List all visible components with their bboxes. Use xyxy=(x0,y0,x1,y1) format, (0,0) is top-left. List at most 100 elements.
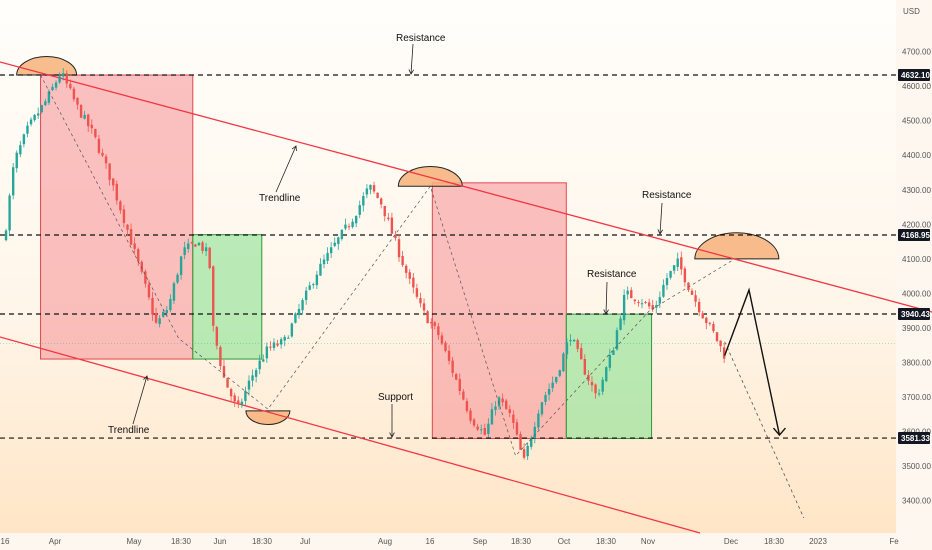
candle-body xyxy=(419,298,422,304)
forecast-path xyxy=(723,287,781,436)
candle xyxy=(312,282,315,289)
candle xyxy=(715,332,719,343)
pointer-line-5 xyxy=(132,375,148,425)
y-tick-label: 4500.00 xyxy=(902,117,931,126)
annotation-trendline-lower: Trendline xyxy=(108,425,150,436)
candle xyxy=(115,180,118,205)
candle xyxy=(90,119,93,134)
candle-body xyxy=(483,428,486,435)
candle xyxy=(197,241,201,246)
x-tick-label: Nov xyxy=(641,537,655,546)
candle-body xyxy=(680,257,683,270)
candle xyxy=(19,140,22,158)
y-tick-label: 3700.00 xyxy=(902,393,931,402)
pointer-head-5 xyxy=(143,375,149,381)
price-label-box xyxy=(898,69,930,82)
y-tick-label: 3500.00 xyxy=(902,462,931,471)
candle xyxy=(72,86,76,102)
candle-body xyxy=(544,395,547,402)
candle-body xyxy=(204,247,208,252)
pointer-line-2 xyxy=(659,202,663,235)
candle xyxy=(162,308,165,318)
candle-body xyxy=(33,114,36,121)
pointer-head-2 xyxy=(657,229,664,235)
candle xyxy=(544,391,547,406)
candle xyxy=(505,398,508,410)
candle-body xyxy=(83,114,86,119)
candle xyxy=(537,409,540,431)
candle xyxy=(547,383,551,401)
candle xyxy=(612,347,615,355)
candle xyxy=(458,373,461,395)
candle xyxy=(351,218,354,229)
candle xyxy=(465,398,469,414)
candle xyxy=(708,321,712,326)
annotation-resistance-mid: Resistance xyxy=(587,269,637,280)
candle-body xyxy=(229,389,233,397)
candle xyxy=(651,299,654,312)
candle xyxy=(76,97,79,110)
candle xyxy=(87,113,90,132)
candle-body xyxy=(630,290,633,299)
candle xyxy=(690,288,694,295)
candle xyxy=(394,230,397,241)
candle xyxy=(8,193,11,236)
candle xyxy=(322,254,326,269)
candle xyxy=(58,72,61,84)
candle xyxy=(244,386,247,405)
candle xyxy=(329,241,333,259)
candle-body xyxy=(608,354,612,368)
candle xyxy=(530,435,533,450)
candle xyxy=(287,335,290,339)
candle-body xyxy=(722,347,726,359)
candle-body xyxy=(169,299,172,311)
candle xyxy=(29,117,33,127)
candle-body xyxy=(565,342,569,355)
candle-body xyxy=(665,278,669,286)
candle-body xyxy=(333,242,336,246)
candle-body xyxy=(526,445,529,457)
candle-body xyxy=(705,317,708,324)
candle-body xyxy=(40,105,43,113)
candle xyxy=(637,299,640,307)
x-tick-label: May xyxy=(126,537,141,546)
candle xyxy=(701,310,704,319)
candle xyxy=(494,401,497,416)
candle-body xyxy=(312,284,315,286)
price-label-box xyxy=(898,307,930,320)
candle-body xyxy=(122,209,126,224)
candle xyxy=(412,272,415,294)
candle xyxy=(608,348,612,372)
candle xyxy=(658,291,662,309)
candle-body xyxy=(226,378,229,388)
candle-body xyxy=(622,294,626,321)
candle-body xyxy=(690,290,694,295)
candle-body xyxy=(501,398,504,403)
candle-body xyxy=(683,268,687,283)
candle-body xyxy=(154,313,158,323)
candle-body xyxy=(369,184,372,190)
x-tick-label: Dec xyxy=(724,537,738,546)
candle xyxy=(272,338,276,351)
candle xyxy=(69,79,72,90)
x-tick-label: 2023 xyxy=(809,537,827,546)
candle-body xyxy=(633,299,637,302)
x-tick-label: 18:30 xyxy=(171,537,192,546)
candle-body xyxy=(147,284,151,298)
candle xyxy=(254,367,258,383)
y-tick-label: 3400.00 xyxy=(902,497,931,506)
candle xyxy=(333,237,336,248)
candle-body xyxy=(383,205,386,217)
candle-body xyxy=(387,217,390,220)
candle xyxy=(258,354,261,375)
candle xyxy=(358,200,361,219)
candle-body xyxy=(126,224,129,230)
candle-body xyxy=(533,426,537,439)
candle xyxy=(36,107,40,120)
candle-body xyxy=(447,350,451,361)
candle xyxy=(672,264,676,275)
candle-body xyxy=(455,374,458,380)
candle-body xyxy=(672,265,676,271)
